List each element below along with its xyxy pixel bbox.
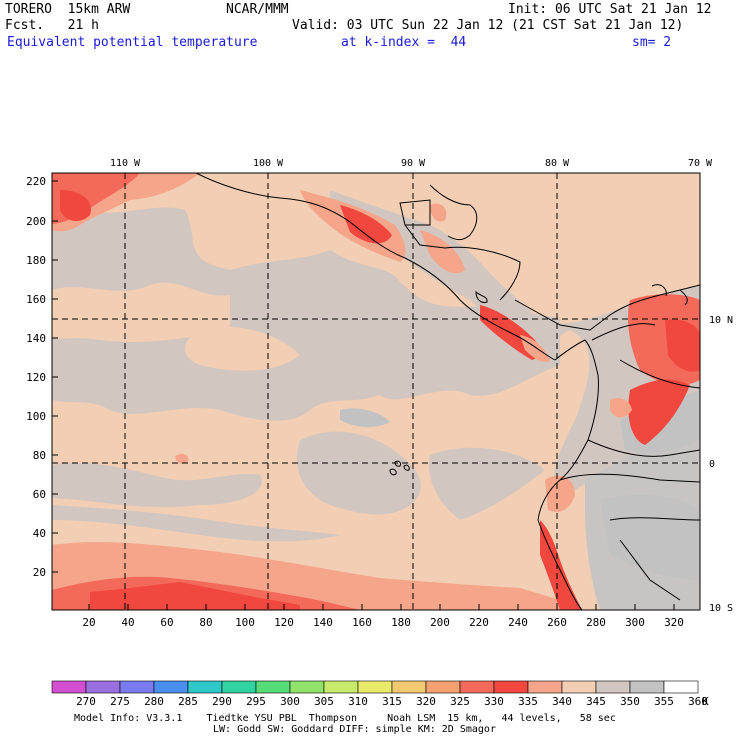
colorbar-label: 345 (586, 695, 606, 708)
x-label: 160 (352, 616, 372, 629)
x-label: 220 (469, 616, 489, 629)
x-label: 140 (313, 616, 333, 629)
coastlines (195, 173, 700, 610)
colorbar-swatch (357, 680, 393, 694)
x-label: 120 (274, 616, 294, 629)
colorbar-label: 270 (76, 695, 96, 708)
x-label: 320 (664, 616, 684, 629)
y-label: 120 (26, 371, 46, 384)
center-name: NCAR/MMM (226, 2, 289, 17)
y-label: 40 (33, 527, 46, 540)
valid-time: Valid: 03 UTC Sun 22 Jan 12 (21 CST Sat … (292, 18, 684, 33)
colorbar-swatch (255, 680, 291, 694)
color-scale-labels: 270 275 280 285 290 295 300 305 310 315 320 325 330 3… (76, 695, 708, 708)
colorbar-unit: K (702, 695, 709, 708)
colorbar-label: 335 (518, 695, 538, 708)
colorbar-swatch (561, 680, 597, 694)
y-label: 20 (33, 566, 46, 579)
init-time: Init: 06 UTC Sat 21 Jan 12 (508, 2, 712, 17)
x-label: 300 (625, 616, 645, 629)
colorbar-swatch (527, 680, 563, 694)
lon-label-110w: 110 W (110, 158, 141, 169)
physics-info: LW: Godd SW: Goddard DIFF: simple KM: 2D… (213, 724, 496, 735)
colorbar-label: 340 (552, 695, 572, 708)
colorbar-swatch (85, 680, 121, 694)
y-label: 200 (26, 215, 46, 228)
lon-label-90w: 90 W (401, 158, 426, 169)
colorbar-label: 360 (688, 695, 708, 708)
smoothing-label: sm= 2 (632, 35, 672, 50)
y-label: 220 (26, 175, 46, 188)
colorbar-label: 330 (484, 695, 504, 708)
lat-label-10n: 10 N (709, 315, 733, 326)
x-label: 40 (121, 616, 134, 629)
x-label: 240 (508, 616, 528, 629)
y-label: 60 (33, 488, 46, 501)
colorbar-label: 325 (450, 695, 470, 708)
model-info: Model Info: V3.3.1 Tiedtke YSU PBL Thomp… (74, 713, 616, 724)
map-frame (51, 172, 701, 611)
x-label: 60 (160, 616, 173, 629)
colorbar-swatch (459, 680, 495, 694)
colorbar-label: 310 (348, 695, 368, 708)
colorbar-swatch (595, 680, 631, 694)
colorbar-swatch (663, 680, 699, 694)
lon-label-80w: 80 W (545, 158, 570, 169)
model-name: TORERO 15km ARW (5, 2, 131, 17)
colorbar-label: 295 (246, 695, 266, 708)
lon-label-100w: 100 W (253, 158, 284, 169)
x-label: 200 (430, 616, 450, 629)
theta-e-field (52, 173, 700, 610)
colorbar-label: 280 (144, 695, 164, 708)
x-label: 260 (547, 616, 567, 629)
colorbar-label: 350 (620, 695, 640, 708)
level-index: at k-index = 44 (341, 35, 467, 50)
color-scale-bar (51, 680, 699, 694)
colorbar-swatch (493, 680, 529, 694)
y-label: 180 (26, 254, 46, 267)
colorbar-swatch (629, 680, 665, 694)
y-label: 80 (33, 449, 46, 462)
colorbar-label: 285 (178, 695, 198, 708)
lon-label-70w: 70 W (688, 158, 713, 169)
x-label: 80 (199, 616, 212, 629)
y-label: 100 (26, 410, 46, 423)
x-label: 20 (82, 616, 95, 629)
colorbar-swatch (221, 680, 257, 694)
colorbar-swatch (187, 680, 223, 694)
colorbar-swatch (391, 680, 427, 694)
colorbar-label: 320 (416, 695, 436, 708)
colorbar-swatch (119, 680, 155, 694)
colorbar-label: 355 (654, 695, 674, 708)
colorbar-swatch (425, 680, 461, 694)
lat-lon-grid (52, 173, 700, 610)
lat-label-10s: 10 S (709, 603, 733, 614)
colorbar-swatch (51, 680, 87, 694)
forecast-hour: Fcst. 21 h (5, 18, 99, 33)
colorbar-label: 300 (280, 695, 300, 708)
colorbar-label: 275 (110, 695, 130, 708)
y-label: 140 (26, 332, 46, 345)
x-label: 280 (586, 616, 606, 629)
colorbar-label: 315 (382, 695, 402, 708)
colorbar-label: 305 (314, 695, 334, 708)
colorbar-swatch (323, 680, 359, 694)
y-label: 160 (26, 293, 46, 306)
field-name: Equivalent potential temperature (7, 35, 258, 50)
colorbar-label: 290 (212, 695, 232, 708)
x-label: 100 (235, 616, 255, 629)
colorbar-swatch (289, 680, 325, 694)
lat-label-0: 0 (709, 459, 715, 470)
axis-ticks (52, 180, 675, 610)
colorbar-swatch (153, 680, 189, 694)
x-label: 180 (391, 616, 411, 629)
